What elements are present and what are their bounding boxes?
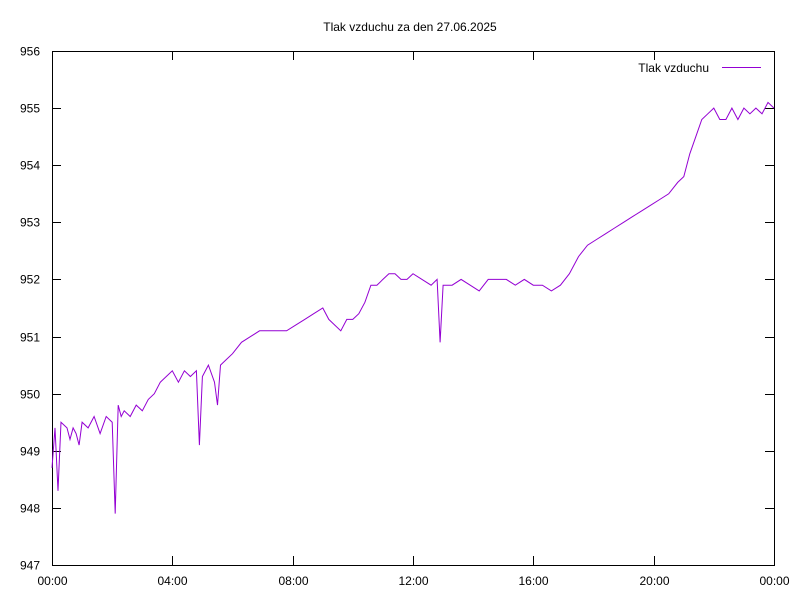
plot-border [52,51,775,566]
y-tick-label: 954 [20,159,40,173]
x-tick-label: 12:00 [398,574,428,588]
legend-label: Tlak vzduchu [638,61,709,75]
y-tick-label: 947 [20,559,40,573]
legend: Tlak vzduchu [638,61,761,75]
series-layer [51,101,775,514]
x-tick-label: 00:00 [759,574,789,588]
x-axis-ticks: 00:00 04:00 08:00 12:00 16:00 20:00 00:00 [37,51,790,588]
y-axis-ticks: 947 948 949 950 951 952 953 954 955 956 [20,45,774,573]
y-tick-label: 951 [20,331,40,345]
chart-title: Tlak vzduchu za den 27.06.2025 [323,20,497,34]
y-tick-label: 948 [20,502,40,516]
y-tick-label: 949 [20,445,40,459]
x-tick-label: 16:00 [518,574,548,588]
y-tick-label: 955 [20,102,40,116]
x-tick-label: 08:00 [278,574,308,588]
y-tick-label: 953 [20,216,40,230]
y-tick-label: 956 [20,45,40,59]
x-tick-label: 04:00 [157,574,187,588]
x-tick-label: 00:00 [37,574,67,588]
x-tick-label: 20:00 [639,574,669,588]
y-tick-label: 952 [20,273,40,287]
series-line-tlak-vzduchu [51,101,775,514]
y-tick-label: 950 [20,388,40,402]
